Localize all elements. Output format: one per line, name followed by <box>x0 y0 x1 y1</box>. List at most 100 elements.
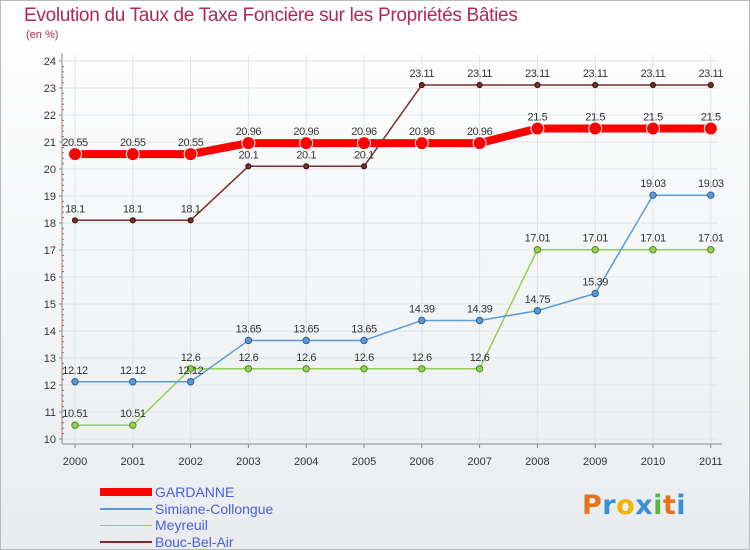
data-label: 18.1 <box>123 203 143 215</box>
data-label: 12.12 <box>62 365 88 377</box>
legend-item: Meyreuil <box>100 517 273 534</box>
data-point <box>71 378 79 386</box>
series-line-bouc-bel-air <box>75 84 711 222</box>
data-point <box>588 121 603 136</box>
data-point <box>534 81 541 89</box>
x-tick-label: 2001 <box>121 456 145 468</box>
data-label: 12.6 <box>470 352 490 364</box>
legend-item: Bouc-Bel-Air <box>100 534 273 550</box>
data-point <box>591 289 599 298</box>
chart-title: Evolution du Taux de Taxe Foncière sur l… <box>24 5 518 26</box>
data-point <box>186 378 195 386</box>
chart-legend: GARDANNE Simiane-Collongue Meyreuil Bouc-Be… <box>100 484 273 550</box>
data-label: 19.03 <box>698 178 724 190</box>
data-label: 20.1 <box>296 149 316 161</box>
data-point <box>244 336 253 345</box>
data-point <box>592 81 599 89</box>
x-tick-label: 2011 <box>699 456 723 468</box>
x-tick-label: 2010 <box>641 456 665 468</box>
data-label: 10.51 <box>120 408 146 420</box>
x-tick-label: 2007 <box>467 456 491 468</box>
x-tick-label: 2002 <box>178 456 202 468</box>
data-label: 14.75 <box>525 294 551 306</box>
data-point <box>303 163 310 170</box>
data-label: 23.11 <box>525 68 550 80</box>
data-point <box>129 378 137 386</box>
data-label: 12.12 <box>120 365 146 377</box>
data-point <box>71 421 79 429</box>
data-label: 20.55 <box>62 137 88 149</box>
data-label: 20.55 <box>120 137 146 149</box>
data-label: 13.65 <box>293 323 319 335</box>
data-point <box>418 365 426 373</box>
data-label: 17.01 <box>640 233 666 245</box>
data-point <box>125 147 140 162</box>
logo-letter: x <box>635 490 654 521</box>
legend-swatch <box>100 524 152 526</box>
logo-letter: o <box>616 490 636 521</box>
data-point <box>357 136 371 151</box>
proxiti-logo: Proxiti <box>582 490 686 521</box>
logo-letter: i <box>653 490 663 521</box>
data-label: 20.55 <box>178 137 204 149</box>
legend-item: Simiane-Collongue <box>100 501 273 518</box>
y-tick-label: 17 <box>44 245 56 257</box>
logo-letter: r <box>602 490 617 521</box>
data-point <box>591 246 599 254</box>
data-label: 21.5 <box>585 112 605 124</box>
data-label: 20.96 <box>236 126 262 138</box>
logo-letter: P <box>582 490 603 521</box>
data-point <box>703 121 718 136</box>
data-label: 12.6 <box>238 352 258 364</box>
data-point <box>360 365 368 373</box>
data-label: 18.1 <box>181 203 201 215</box>
x-tick-label: 2008 <box>525 456 549 468</box>
data-point <box>299 136 314 151</box>
data-label: 19.03 <box>640 178 666 190</box>
data-point <box>707 191 715 199</box>
data-point <box>244 365 253 373</box>
data-label: 23.11 <box>583 68 608 80</box>
data-point <box>302 336 310 345</box>
data-label: 13.65 <box>236 323 262 335</box>
data-point <box>533 246 542 254</box>
logo-letter: i <box>676 490 687 521</box>
data-label: 12.6 <box>354 352 374 364</box>
y-axis-unit: (en %) <box>26 29 59 41</box>
y-tick-label: 13 <box>44 353 56 365</box>
series-line-simiane-collongue <box>75 194 711 383</box>
data-label: 20.96 <box>293 126 319 138</box>
data-point <box>646 121 660 136</box>
data-label: 10.51 <box>62 408 88 420</box>
data-label: 18.1 <box>65 203 85 215</box>
legend-label: Bouc-Bel-Air <box>155 533 234 550</box>
y-tick-label: 16 <box>44 272 56 284</box>
data-label: 17.01 <box>525 233 551 245</box>
legend-item: GARDANNE <box>100 484 273 501</box>
data-point <box>129 421 137 429</box>
y-tick-label: 15 <box>44 299 56 311</box>
data-point <box>707 246 715 254</box>
y-tick-label: 10 <box>44 434 56 446</box>
data-label: 20.96 <box>467 126 493 138</box>
legend-swatch <box>100 488 152 497</box>
data-label: 15.39 <box>582 276 608 288</box>
x-tick-label: 2006 <box>410 456 434 468</box>
data-point <box>707 81 714 89</box>
y-tick-label: 14 <box>44 326 56 338</box>
data-point <box>533 307 542 315</box>
y-tick-label: 21 <box>44 137 56 149</box>
data-point <box>530 121 545 136</box>
data-label: 12.6 <box>181 352 201 364</box>
legend-swatch <box>100 508 152 510</box>
data-point <box>418 81 425 89</box>
x-tick-label: 2003 <box>236 456 260 468</box>
data-point <box>649 81 657 89</box>
legend-label: GARDANNE <box>155 484 235 501</box>
data-point <box>302 365 310 373</box>
data-label: 21.5 <box>527 112 547 124</box>
x-tick-label: 2004 <box>294 456 318 468</box>
data-point <box>183 147 198 162</box>
data-point <box>71 217 79 224</box>
